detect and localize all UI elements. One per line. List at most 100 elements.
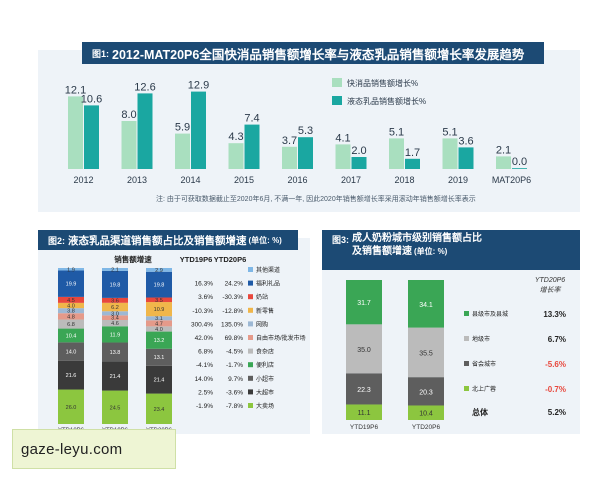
bar-label-fmcg-2014: 5.9 [175, 122, 190, 134]
panel1-number: 图1: [92, 48, 110, 59]
bar-label-fmcg-2012: 12.1 [65, 84, 86, 96]
legend-swatch-小超市 [248, 375, 253, 381]
stack-label-YTD18P6-新零售: 4.0 [67, 304, 75, 310]
bar-fmcg-2019 [442, 138, 458, 169]
stack-seg-YTD18P6-其他渠道 [58, 268, 84, 271]
legend-swatch-北上广蓉 [464, 386, 469, 391]
stack-label-YTD20P6-小超市: 13.1 [154, 355, 165, 361]
stack-label-YTD19P6-奶站: 3.6 [111, 298, 119, 304]
stack-label-YTD20P6-大卖场: 23.4 [154, 407, 165, 413]
stack-seg-YTD18P6-新零售 [58, 302, 84, 309]
stack-seg-YTD20P6-自由市场/批发市场 [146, 320, 172, 327]
stack-seg-YTD18P6-奶站 [58, 296, 84, 303]
bar-label-liquid-MAT20P6: 0.0 [512, 156, 527, 168]
legend-swatch-网购 [248, 321, 253, 327]
stack-seg-YTD18P6-大卖场 [58, 389, 84, 424]
bar-fmcg-MAT20P6 [496, 156, 511, 169]
stack-label-YTD19P6-自由市场/批发市场: 3.4 [111, 316, 119, 322]
stack-label-YTD19P6-新零售: 6.2 [111, 305, 119, 311]
stack-seg-YTD19P6-便利店 [102, 326, 128, 343]
legend-swatch-自由市场/批发市场 [248, 335, 253, 340]
legend-swatch-大卖场 [248, 403, 253, 408]
stack-label-YTD18P6-大超市: 21.6 [66, 373, 77, 379]
growth-ytd19-小超市: 14.0% [195, 376, 214, 383]
stack-seg-YTD20P6-北上广蓉 [408, 405, 444, 420]
stack-label-YTD20P6-网购: 3.1 [155, 316, 163, 322]
stack-label-YTD18P6-奶站: 4.5 [67, 298, 75, 304]
stack-seg-YTD20P6-奶站 [146, 297, 172, 303]
growth-ytd19-大超市: 2.5% [198, 389, 213, 396]
bar-label-fmcg-2019: 5.1 [442, 126, 457, 138]
legend-label-食杂店: 食杂店 [256, 348, 274, 356]
stack-seg-YTD20P6-福利礼品 [146, 271, 172, 298]
panel1-title: 2012-MAT20P6全国快消品销售额增长率与液态乳品销售额增长率发展趋势 [112, 47, 525, 62]
panel3-unit: (单位: %) [414, 246, 448, 256]
legend-label-1: 液态乳品销售额增长% [347, 96, 426, 106]
bar-fmcg-2016 [282, 146, 297, 169]
stack-label-YTD19P6-网购: 3.0 [111, 311, 119, 317]
bar-liquid-2012 [84, 105, 99, 169]
stack-label-YTD18P6-自由市场/批发市场: 4.8 [67, 314, 75, 320]
legend-swatch-0 [332, 78, 342, 87]
stack-label-YTD19P6-便利店: 11.9 [110, 332, 120, 338]
stack-seg-YTD18P6-食杂店 [58, 319, 84, 329]
growth-ytd19-便利店: -4.1% [196, 362, 213, 369]
growth-value-省会城市: -5.6% [545, 360, 566, 369]
legend-label-便利店: 便利店 [256, 361, 274, 369]
growth-ytd19-福利礼品: 16.3% [195, 281, 214, 288]
stack-label-YTD19P6-省会城市: 22.3 [357, 387, 371, 394]
stack-label-YTD19P6-大卖场: 24.5 [110, 405, 121, 411]
stack-label-YTD20P6-便利店: 13.2 [154, 338, 165, 344]
stack-seg-YTD19P6-新零售 [102, 302, 128, 312]
growth-ytd20-大超市: -3.6% [226, 389, 243, 396]
legend-label-省会城市: 省会城市 [472, 360, 496, 368]
bar-label-fmcg-2015: 4.3 [228, 131, 243, 143]
bar-liquid-MAT20P6 [512, 168, 527, 169]
stack-seg-YTD18P6-网购 [58, 308, 84, 314]
growth-ytd20-新零售: -12.8% [222, 308, 243, 315]
stack-seg-YTD19P6-网购 [102, 311, 128, 316]
bar-liquid-2017 [351, 157, 367, 169]
stack-label-YTD20P6-自由市场/批发市场: 4.7 [155, 321, 163, 327]
legend-label-奶站: 奶站 [256, 293, 268, 301]
stack-seg-YTD20P6-小超市 [146, 348, 172, 366]
legend-swatch-1 [332, 96, 342, 105]
bar-label-liquid-2015: 7.4 [244, 113, 259, 125]
stack-label-YTD20P6-省会城市: 20.3 [419, 389, 433, 396]
stack-seg-YTD19P6-福利礼品 [102, 270, 128, 298]
stack-seg-YTD19P6-县级市及县城 [346, 280, 382, 325]
stack-label-YTD20P6-大超市: 21.4 [154, 378, 165, 384]
bar-label-fmcg-2016: 3.7 [282, 135, 297, 147]
chart1-svg: 12.110.6 2012 8.0 12.6 2013 5.9 12.9 2014 4.37.4… [65, 78, 531, 185]
legend-label-网购: 网购 [256, 320, 268, 328]
stack-seg-YTD20P6-新零售 [146, 302, 172, 317]
stack-seg-YTD20P6-网购 [146, 316, 172, 321]
x-tick-label-2018: 2018 [394, 175, 414, 185]
stack-seg-YTD18P6-便利店 [58, 328, 84, 343]
legend-swatch-地级市 [464, 336, 469, 341]
bar-label-liquid-2016: 5.3 [298, 125, 313, 137]
stack-seg-YTD20P6-食杂店 [146, 326, 172, 332]
panel1-title-bar: 图1: 2012-MAT20P6全国快消品销售额增长率与液态乳品销售额增长率发展… [82, 42, 544, 64]
growth-value-县级市及县城: 13.3% [543, 310, 566, 319]
growth-ytd19-大卖场: -1.9% [196, 403, 213, 410]
x-tick-label-MAT20P6: MAT20P6 [492, 175, 531, 185]
panel3-number: 图3: [332, 235, 350, 245]
growth-ytd20-大卖场: -7.8% [226, 403, 243, 410]
stack-label-YTD19P6-大超市: 21.4 [110, 374, 121, 380]
x-tick-label-2016: 2016 [287, 175, 307, 185]
bar-fmcg-2012 [68, 96, 83, 169]
stack-label-YTD20P6-地级市: 35.5 [419, 350, 433, 357]
stack-label-YTD18P6-福利礼品: 19.9 [66, 282, 77, 288]
bar-label-liquid-2017: 2.0 [351, 145, 366, 157]
panel3-title-line1: 成人奶粉城市级别销售额占比 [352, 233, 483, 244]
x-tick-label-2017: 2017 [341, 175, 361, 185]
growth-ytd20-小超市: 9.7% [228, 376, 243, 383]
bar-label-fmcg-2013: 8.0 [121, 109, 136, 121]
legend-label-小超市: 小超市 [256, 375, 274, 383]
legend-swatch-奶站 [248, 294, 253, 300]
legend-label-0: 快消品销售额增长% [347, 78, 418, 88]
chart2-svg: 销售额增速 YTD19P6 YTD20P6 26.0 21.6 14.0 10.4 6.8 4.… [58, 254, 306, 434]
growth-ytd20-福利礼品: 24.2% [225, 281, 244, 288]
growth-ytd19-网购: 300.4% [191, 321, 213, 328]
